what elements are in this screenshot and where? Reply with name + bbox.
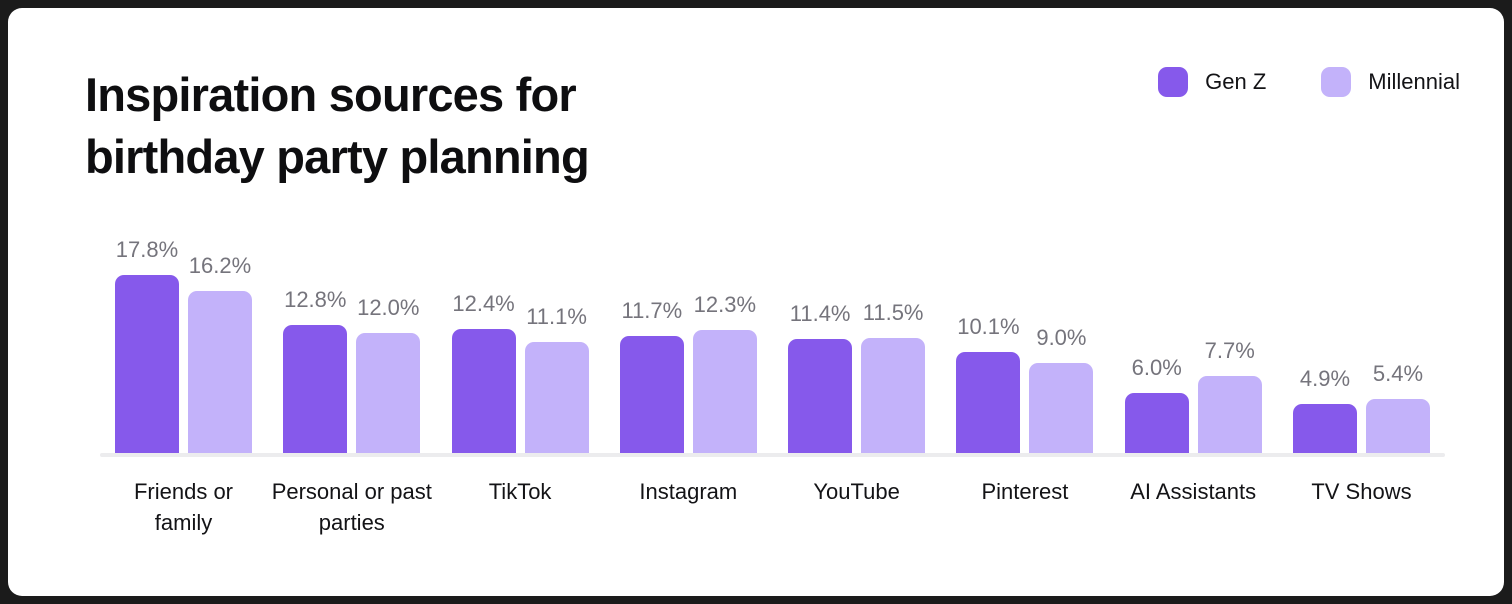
category-label-line: parties (318, 510, 385, 535)
bar-group: 12.4% 11.1% (451, 291, 589, 453)
bar-column: 12.4% (451, 291, 516, 453)
category-label-text: YouTube (813, 476, 899, 538)
bar (188, 291, 252, 453)
category-label-line: AI Assistants (1130, 479, 1257, 504)
bar-group: 17.8% 16.2% (115, 237, 252, 453)
bar-value-label: 5.4% (1372, 361, 1424, 386)
bar-column: 11.4% (788, 301, 853, 453)
bar (1365, 399, 1430, 453)
bar-group: 10.1% 9.0% (956, 314, 1094, 453)
bar-column: 5.4% (1365, 361, 1430, 453)
bar-group: 11.4% 11.5% (788, 300, 926, 453)
bar-value-label: 12.0% (357, 295, 420, 320)
chart-title-line-2: birthday party planning (85, 130, 590, 183)
bar (524, 342, 589, 453)
bar (1029, 363, 1094, 453)
bar (619, 336, 684, 453)
bar-column: 6.0% (1124, 355, 1189, 453)
category-label-line: Friends or (133, 479, 234, 504)
chart-title-line-1: Inspiration sources for (85, 68, 577, 121)
category-label-text: AI Assistants (1130, 476, 1256, 538)
category-labels: Friends or family Personal or past parties T… (100, 476, 1445, 538)
bar (356, 333, 421, 453)
bar (692, 330, 757, 453)
bar-column: 12.3% (692, 292, 757, 453)
bar-value-label: 7.7% (1204, 338, 1255, 363)
bar (451, 329, 516, 453)
bar (1197, 376, 1262, 453)
bar-groups: 17.8% 16.2% 12.8% 12.0% 12.4% 11.1% 11.7% 12.3%… (100, 193, 1445, 453)
category-label-line: TikTok (488, 479, 552, 504)
bar-column: 4.9% (1292, 366, 1357, 453)
bar (956, 352, 1021, 453)
bar (861, 338, 926, 453)
category-label: AI Assistants (1125, 476, 1262, 538)
bar-value-label: 9.0% (1036, 325, 1087, 350)
bar-group: 12.8% 12.0% (283, 287, 421, 453)
legend-item-millennial: Millennial (1321, 67, 1460, 97)
bar-column: 11.7% (619, 298, 684, 453)
category-label: TV Shows (1293, 476, 1430, 538)
chart-title: Inspiration sources for birthday party p… (85, 64, 590, 188)
bar-value-label: 12.4% (452, 291, 515, 316)
category-label-text: Instagram (639, 476, 737, 538)
category-label-line: TV Shows (1311, 479, 1412, 504)
bar-value-label: 10.1% (957, 314, 1020, 339)
category-label: Instagram (620, 476, 757, 538)
category-label-line: Pinterest (981, 479, 1069, 504)
category-label-text: Friends or family (134, 476, 233, 538)
bar-column: 7.7% (1197, 338, 1262, 453)
x-axis-line (100, 453, 1445, 457)
bar (1292, 404, 1357, 453)
bar (1124, 393, 1189, 453)
bar-column: 10.1% (956, 314, 1021, 453)
category-label-text: Pinterest (981, 476, 1068, 538)
category-label: TikTok (452, 476, 589, 538)
bar-value-label: 11.7% (621, 298, 683, 323)
bar (788, 339, 853, 453)
legend-swatch-millennial-icon (1321, 67, 1352, 97)
bar-column: 11.1% (524, 304, 589, 453)
category-label-line: Personal or past (271, 479, 432, 504)
category-label-text: TikTok (489, 476, 552, 538)
legend-swatch-gen-z-icon (1158, 67, 1189, 97)
bar-column: 12.8% (283, 287, 348, 453)
bar-column: 17.8% (115, 237, 179, 453)
category-label: Pinterest (956, 476, 1093, 538)
category-label-line: family (154, 510, 213, 535)
chart-card: Inspiration sources for birthday party p… (8, 8, 1504, 596)
category-label: Personal or past parties (272, 476, 432, 538)
bar-group: 6.0% 7.7% (1124, 338, 1262, 453)
bar-value-label: 12.8% (284, 287, 347, 312)
legend: Gen Z Millennial (1158, 67, 1460, 97)
legend-label-millennial: Millennial (1368, 69, 1460, 94)
category-label-text: TV Shows (1311, 476, 1411, 538)
bar-value-label: 17.8% (115, 237, 179, 262)
bar-group: 11.7% 12.3% (619, 292, 757, 453)
legend-label-gen-z: Gen Z (1205, 69, 1267, 94)
bar-value-label: 11.4% (789, 301, 851, 326)
bar (115, 275, 179, 453)
bar-value-label: 12.3% (693, 292, 757, 317)
category-label: Friends or family (115, 476, 252, 538)
bar-column: 9.0% (1029, 325, 1094, 453)
bar-value-label: 11.5% (862, 300, 924, 325)
bar-column: 11.5% (861, 300, 926, 453)
bar-value-label: 16.2% (188, 253, 252, 278)
bar-group: 4.9% 5.4% (1292, 361, 1430, 453)
category-label-line: YouTube (813, 479, 900, 504)
bar-column: 16.2% (188, 253, 252, 453)
bar (283, 325, 348, 453)
legend-item-gen-z: Gen Z (1158, 67, 1266, 97)
bar-value-label: 4.9% (1299, 366, 1351, 391)
bar-value-label: 11.1% (526, 304, 587, 329)
category-label-text: Personal or past parties (272, 476, 432, 538)
bar-value-label: 6.0% (1131, 355, 1182, 380)
bar-column: 12.0% (356, 295, 421, 453)
category-label: YouTube (788, 476, 925, 538)
category-label-line: Instagram (639, 479, 738, 504)
